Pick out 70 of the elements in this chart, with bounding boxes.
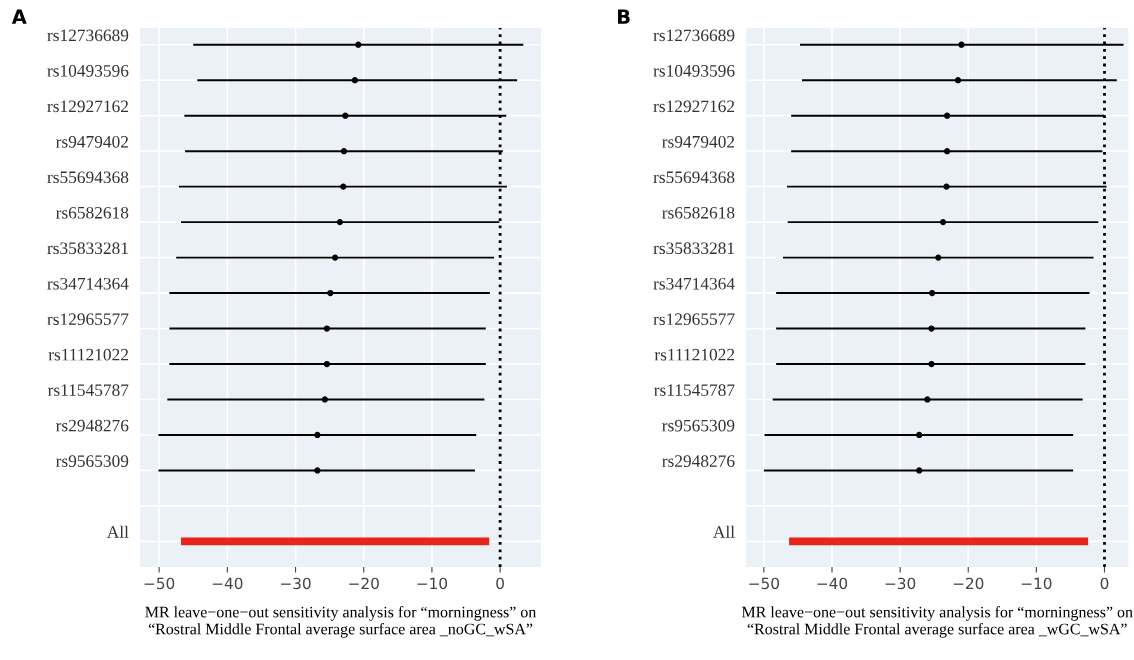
point	[314, 431, 321, 439]
y-tick-label: rs12927162	[653, 100, 735, 113]
chart-title: A	[11, 9, 27, 24]
x-tick-label: −50	[144, 577, 175, 590]
y-tick-label: rs55694368	[653, 171, 735, 184]
y-tick-label: rs34714364	[47, 277, 129, 290]
point	[929, 289, 936, 297]
y-tick-label: rs12965577	[47, 313, 129, 326]
point	[939, 218, 947, 226]
x-tick-label: 0	[1100, 577, 1109, 590]
y-tick-label: rs34714364	[653, 277, 735, 290]
y-tick-label: rs11121022	[654, 348, 735, 361]
point	[928, 360, 935, 368]
x-tick-label: −10	[417, 577, 448, 590]
x-tick-label: −50	[749, 577, 779, 590]
point	[916, 431, 923, 439]
y-tick-label: rs12736689	[653, 29, 735, 42]
point	[327, 289, 334, 297]
point	[323, 325, 331, 332]
y-tick-label: rs35833281	[47, 242, 128, 255]
y-tick-label: rs11121022	[48, 348, 128, 361]
y-tick-label: rs12927162	[47, 100, 128, 113]
y-tick-label: rs9565309	[662, 419, 735, 432]
point	[943, 183, 950, 190]
y-tick-label: rs9479402	[662, 135, 735, 148]
y-tick-label: rs10493596	[47, 64, 129, 77]
y-tick-label: rs35833281	[653, 242, 735, 255]
x-tick-label: −40	[817, 577, 848, 590]
x-tick-label: −30	[885, 577, 916, 590]
point	[944, 112, 951, 119]
y-tick-label: rs12736689	[47, 29, 129, 42]
point	[916, 467, 923, 474]
y-tick-label: rs11545787	[654, 384, 735, 396]
point	[355, 41, 362, 48]
point	[331, 254, 339, 261]
y-tick-label: rs11545787	[47, 384, 129, 396]
point	[342, 112, 349, 119]
y-tick-label: rs6582618	[55, 206, 129, 219]
point	[336, 218, 343, 226]
point	[340, 148, 348, 155]
point	[928, 325, 935, 332]
point	[351, 77, 358, 84]
y-tick-label: rs2948276	[662, 455, 735, 467]
point	[924, 396, 931, 403]
point	[314, 467, 321, 474]
y-tick-label: All	[713, 525, 735, 538]
point	[323, 360, 331, 368]
y-tick-label: rs55694368	[47, 171, 129, 184]
point	[954, 77, 962, 84]
x-axis-title: MR leave−one−out sensitivity analysis for “morningness” on “Rostral Middle Frontal average surface area _noGC_wSA”	[145, 606, 537, 638]
x-tick-label: −20	[953, 577, 984, 590]
point	[340, 183, 347, 190]
point	[944, 148, 951, 155]
y-tick-label: rs6582618	[662, 206, 735, 219]
x-tick-label: 0	[496, 577, 504, 590]
y-tick-label: rs12965577	[653, 313, 735, 326]
y-tick-label: All	[106, 525, 129, 538]
x-tick-label: −10	[1021, 577, 1052, 590]
x-tick-label: −30	[281, 577, 311, 590]
chart-title: B	[618, 9, 630, 24]
point	[935, 254, 942, 261]
y-tick-label: rs9565309	[55, 455, 129, 467]
x-tick-label: −20	[349, 577, 379, 590]
x-axis-title: MR leave−one−out sensitivity analysis for “morningness” on “Rostral Middle Frontal average surface area _wGC_wSA”	[741, 606, 1133, 638]
point	[321, 396, 328, 403]
y-tick-label: rs10493596	[653, 64, 735, 77]
y-tick-label: rs9479402	[55, 135, 128, 148]
point	[958, 41, 965, 48]
x-tick-label: −40	[212, 577, 243, 590]
y-tick-label: rs2948276	[55, 419, 129, 432]
